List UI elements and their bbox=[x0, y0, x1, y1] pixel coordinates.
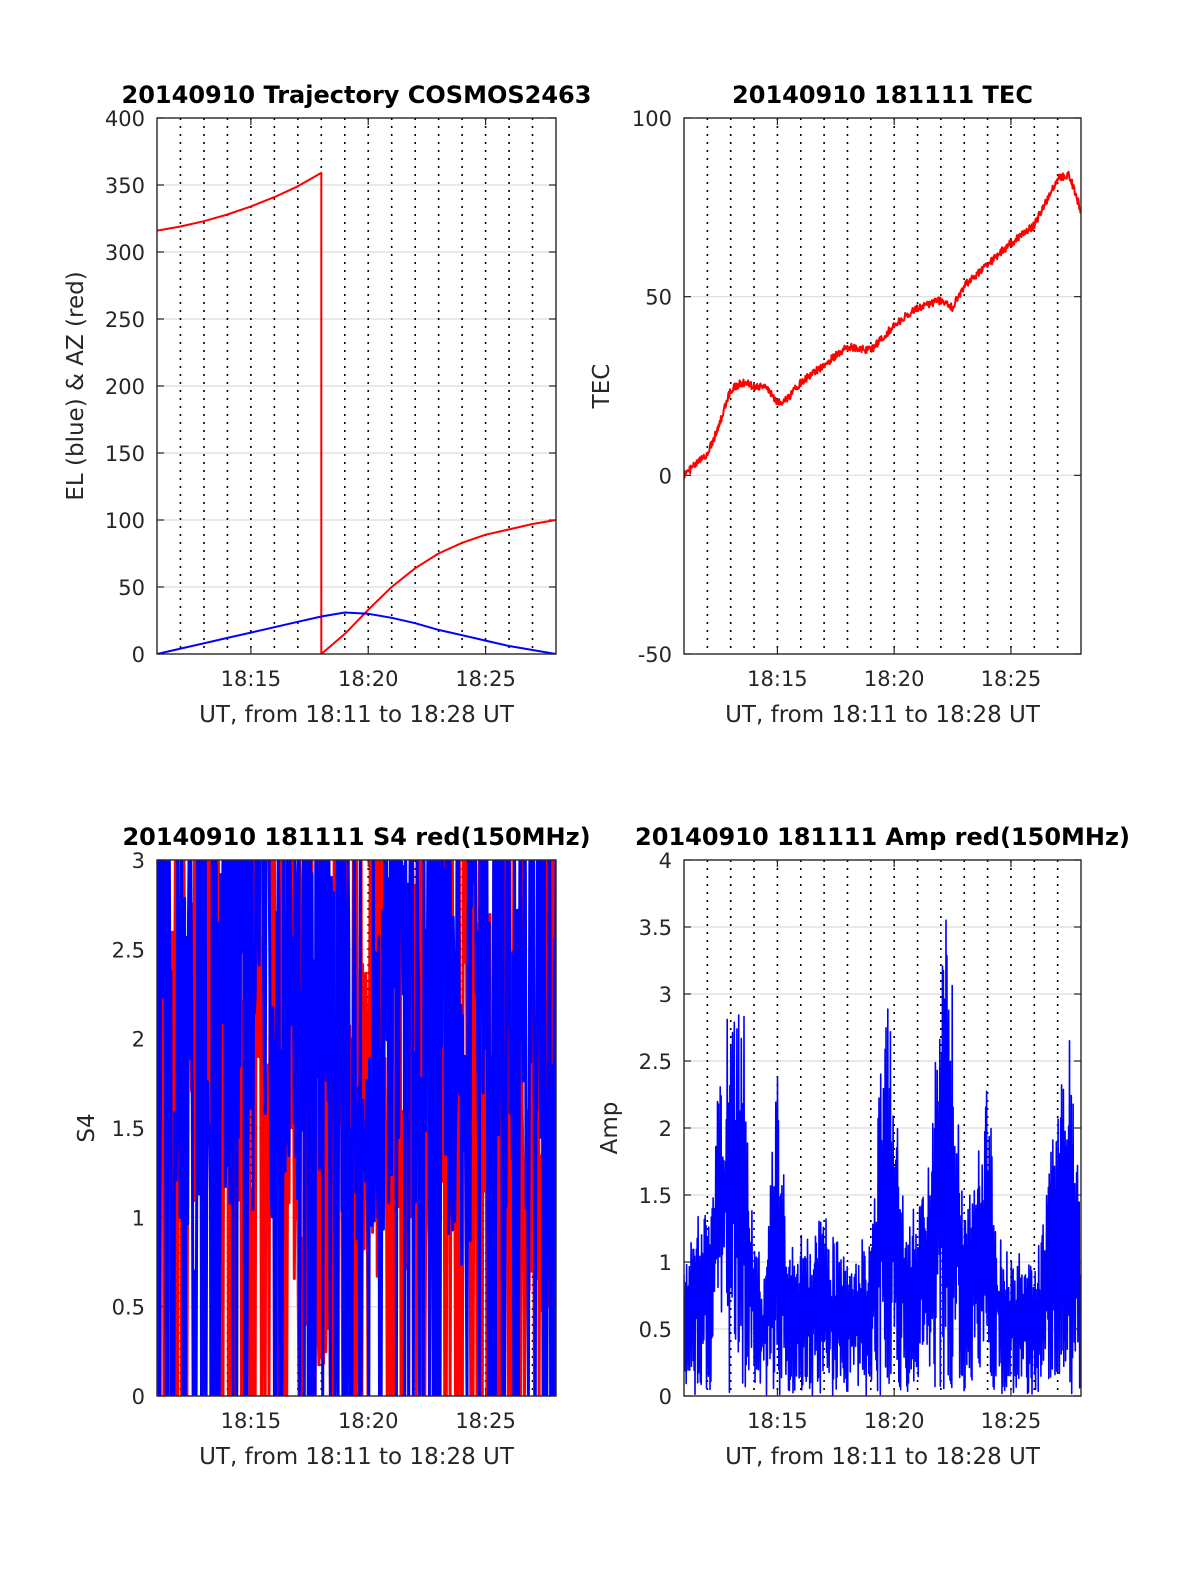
y-tick-label: 2.5 bbox=[639, 1050, 672, 1074]
y-tick-label: 50 bbox=[118, 576, 145, 600]
y-tick-label: 0.5 bbox=[112, 1296, 145, 1320]
plot-area-trajectory bbox=[157, 171, 556, 654]
x-tick-label: 18:20 bbox=[338, 1409, 399, 1433]
x-tick-label: 18:25 bbox=[455, 1409, 516, 1433]
y-tick-label: 2 bbox=[132, 1028, 145, 1052]
series-line-trajectory-0 bbox=[157, 171, 556, 654]
series-line-trajectory-1 bbox=[157, 611, 556, 654]
chart-title: 20140910 181111 TEC bbox=[732, 81, 1033, 109]
y-tick-label: 150 bbox=[105, 442, 145, 466]
x-axis-label: UT, from 18:11 to 18:28 UT bbox=[199, 702, 515, 728]
y-tick-label: 50 bbox=[645, 286, 672, 310]
x-axis-label: UT, from 18:11 to 18:28 UT bbox=[199, 1444, 515, 1470]
y-tick-label: -50 bbox=[638, 643, 672, 667]
y-tick-label: 0 bbox=[132, 643, 145, 667]
axes-box bbox=[683, 117, 1082, 655]
y-tick-label: 100 bbox=[105, 509, 145, 533]
chart-amp: 0 0.5 1 1.5 2 2.5 3 3.5 4 18:15 18:20 18:25 20140910… bbox=[597, 823, 1130, 1470]
x-tick-label: 18:15 bbox=[747, 667, 808, 691]
y-tick-label: 3 bbox=[132, 849, 145, 873]
axes-box bbox=[156, 117, 557, 655]
y-tick-label: 0.5 bbox=[639, 1318, 672, 1342]
x-tick-label: 18:20 bbox=[864, 1409, 925, 1433]
x-axis-label: UT, from 18:11 to 18:28 UT bbox=[725, 1444, 1041, 1470]
x-tick-label: 18:25 bbox=[981, 1409, 1042, 1433]
y-tick-label: 2.5 bbox=[112, 938, 145, 962]
axes-box bbox=[156, 859, 557, 1397]
y-tick-label: 2 bbox=[659, 1117, 672, 1141]
y-tick-label: 3 bbox=[659, 983, 672, 1007]
y-tick-label: 0 bbox=[659, 1385, 672, 1409]
y-axis-label: TEC bbox=[589, 364, 615, 410]
y-tick-label: 3.5 bbox=[639, 916, 672, 940]
y-tick-label: 350 bbox=[105, 174, 145, 198]
x-tick-label: 18:15 bbox=[747, 1409, 808, 1433]
y-tick-label: 200 bbox=[105, 375, 145, 399]
y-tick-label: 300 bbox=[105, 241, 145, 265]
y-axis-label: EL (blue) & AZ (red) bbox=[63, 271, 89, 500]
series-line-tec-0 bbox=[684, 170, 1081, 480]
x-tick-label: 18:20 bbox=[864, 667, 925, 691]
chart-trajectory: 0 50 100 150 200 250 300 350 400 18:15 18:20 18:25 2… bbox=[63, 81, 591, 728]
x-tick-label: 18:25 bbox=[981, 667, 1042, 691]
y-tick-label: 4 bbox=[659, 849, 672, 873]
y-tick-label: 100 bbox=[632, 107, 672, 131]
axes-box bbox=[683, 859, 1082, 1397]
x-tick-label: 18:25 bbox=[455, 667, 516, 691]
chart-title: 20140910 181111 S4 red(150MHz) bbox=[122, 823, 590, 851]
x-tick-label: 18:20 bbox=[338, 667, 399, 691]
y-tick-label: 0 bbox=[132, 1385, 145, 1409]
series-line-amp-0 bbox=[684, 919, 1081, 1396]
y-tick-label: 400 bbox=[105, 107, 145, 131]
plot-area-amp bbox=[684, 919, 1081, 1396]
plot-area-s4 bbox=[157, 860, 556, 1396]
chart-title: 20140910 Trajectory COSMOS2463 bbox=[122, 81, 592, 109]
x-tick-label: 18:15 bbox=[221, 1409, 282, 1433]
y-axis-label: S4 bbox=[74, 1113, 100, 1142]
y-tick-label: 0 bbox=[659, 464, 672, 488]
y-axis-label: Amp bbox=[597, 1102, 623, 1155]
y-tick-label: 1 bbox=[132, 1206, 145, 1230]
y-tick-label: 1.5 bbox=[639, 1184, 672, 1208]
chart-title: 20140910 181111 Amp red(150MHz) bbox=[635, 823, 1130, 851]
y-tick-label: 1.5 bbox=[112, 1117, 145, 1141]
y-tick-label: 250 bbox=[105, 308, 145, 332]
chart-s4: 0 0.5 1 1.5 2 2.5 3 18:15 18:20 18:25 20140910 181… bbox=[74, 823, 591, 1470]
x-axis-label: UT, from 18:11 to 18:28 UT bbox=[725, 702, 1041, 728]
y-tick-label: 1 bbox=[659, 1251, 672, 1275]
series-line-s4-1 bbox=[157, 860, 556, 1396]
plot-area-tec bbox=[684, 170, 1081, 480]
x-tick-label: 18:15 bbox=[221, 667, 282, 691]
chart-tec: -50 0 50 100 18:15 18:20 18:25 20140910 181111 … bbox=[589, 81, 1082, 728]
